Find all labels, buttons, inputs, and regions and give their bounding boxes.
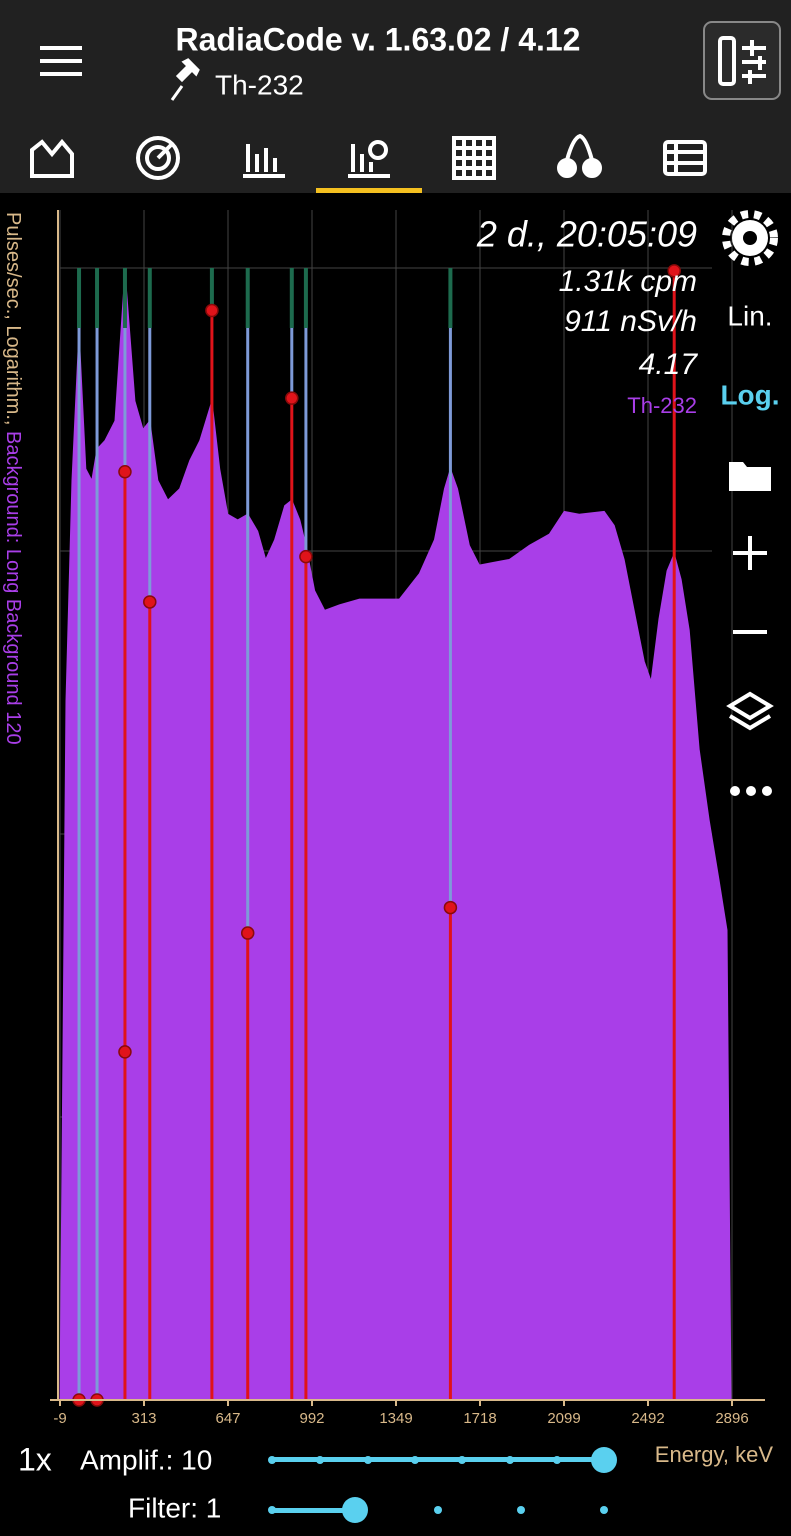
x-tick-label: -9	[53, 1410, 66, 1427]
more-icon[interactable]	[730, 786, 772, 796]
tab-icon[interactable]	[663, 140, 707, 176]
tab-icon[interactable]	[452, 136, 496, 180]
info-panel: 2 d., 20:05:09 1.31k cpm 911 nSv/h 4.17 …	[476, 214, 699, 418]
y-label-units: Pulses/sec., Logarithm.,	[2, 212, 24, 425]
x-tick-label: 2492	[631, 1410, 664, 1427]
spectrum-area	[59, 270, 732, 1401]
side-menu: Lin. Log.	[720, 210, 780, 796]
slider-knob[interactable]	[591, 1447, 617, 1473]
log-scale-button[interactable]: Log.	[720, 379, 779, 410]
linear-scale-button[interactable]: Lin.	[727, 300, 772, 331]
spectrum-name: Th-232	[627, 393, 697, 418]
filter-label: Filter: 1	[128, 1492, 221, 1523]
settings-icon[interactable]	[722, 210, 778, 266]
dose-rate: 911 nSv/h	[564, 305, 697, 338]
slider-track	[272, 1457, 604, 1462]
tab-icon[interactable]	[243, 144, 285, 178]
tab-icon[interactable]	[136, 136, 180, 180]
peak-marker	[667, 264, 681, 278]
layers-icon[interactable]	[726, 691, 774, 731]
slider-knob[interactable]	[342, 1497, 368, 1523]
x-tick-label: 313	[131, 1410, 156, 1427]
y-label-background: Background: Long Background 120	[2, 431, 24, 745]
zoom-label: 1x	[18, 1441, 52, 1477]
x-tick-label: 1718	[463, 1410, 496, 1427]
peak-marker	[443, 900, 458, 915]
tab-icon[interactable]	[30, 138, 74, 178]
menu-bar-line	[40, 46, 82, 50]
open-file-icon[interactable]	[729, 462, 771, 491]
settings-button[interactable]	[703, 21, 781, 100]
measure-time: 2 d., 20:05:09	[476, 214, 697, 255]
peak-marker	[240, 926, 255, 940]
x-tick-label: 647	[215, 1410, 240, 1427]
slider-track	[272, 1508, 355, 1513]
peak-marker	[118, 1045, 132, 1059]
x-tick-label: 1349	[379, 1410, 412, 1427]
app-title: RadiaCode v. 1.63.02 / 4.12	[176, 21, 581, 57]
y-axis-label: Pulses/sec., Logarithm., Background: Lon…	[2, 212, 24, 745]
tab-bar	[30, 133, 707, 180]
amplification-slider[interactable]	[268, 1447, 617, 1473]
zoom-in-icon[interactable]	[733, 536, 767, 570]
button-icon	[718, 36, 736, 86]
peak-marker	[205, 303, 219, 318]
amplification-label: Amplif.: 10	[80, 1444, 212, 1475]
active-tab-indicator	[316, 188, 422, 193]
peak-marker	[285, 391, 299, 405]
x-tick-label: 2896	[715, 1410, 748, 1427]
plot-area: -9 313 647 992 1349 1718 2099 2492 2896	[50, 210, 765, 1427]
spectrum-subtitle: Th-232	[215, 69, 304, 100]
app-bar	[0, 0, 791, 193]
peak-marker	[118, 465, 132, 479]
filter-slider[interactable]	[268, 1497, 608, 1523]
button-icon	[742, 40, 766, 84]
x-tick-label: 2099	[547, 1410, 580, 1427]
peak-marker	[143, 595, 157, 609]
menu-bar-line	[40, 59, 82, 63]
count-rate: 1.31k cpm	[559, 265, 697, 298]
tab-icon[interactable]	[348, 140, 390, 178]
tab-icon[interactable]	[557, 133, 602, 178]
menu-bar-line	[40, 72, 82, 76]
x-axis-label: Energy, keV	[655, 1442, 774, 1467]
pin-icon	[170, 58, 200, 101]
x-tick-label: 992	[299, 1410, 324, 1427]
peak-marker	[299, 549, 313, 564]
info-value: 4.17	[639, 348, 699, 381]
menu-button[interactable]	[40, 46, 82, 76]
